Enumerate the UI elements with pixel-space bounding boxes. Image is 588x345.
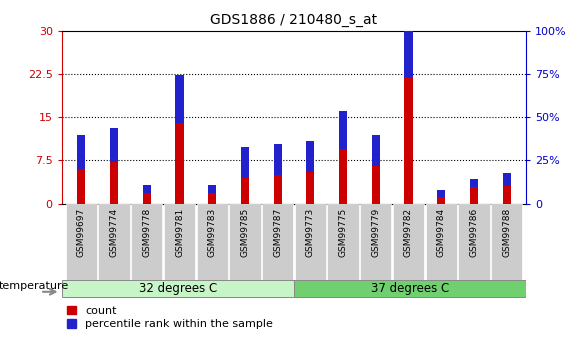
Bar [208, 185, 216, 193]
FancyBboxPatch shape [393, 204, 424, 285]
Bar [175, 123, 183, 204]
Bar [372, 135, 380, 166]
Text: GSM99787: GSM99787 [273, 208, 282, 257]
Title: GDS1886 / 210480_s_at: GDS1886 / 210480_s_at [211, 13, 377, 27]
FancyBboxPatch shape [164, 204, 195, 285]
FancyBboxPatch shape [491, 204, 522, 285]
Text: GSM99778: GSM99778 [142, 208, 151, 257]
Text: GSM99773: GSM99773 [306, 208, 315, 257]
Bar [77, 169, 85, 204]
Text: GSM99779: GSM99779 [371, 208, 380, 257]
Text: GSM99785: GSM99785 [240, 208, 249, 257]
Text: GSM99783: GSM99783 [208, 208, 217, 257]
Bar [306, 172, 315, 204]
Legend: count, percentile rank within the sample: count, percentile rank within the sample [67, 306, 273, 329]
Text: GSM99775: GSM99775 [339, 208, 348, 257]
FancyBboxPatch shape [295, 280, 526, 297]
FancyBboxPatch shape [62, 280, 294, 297]
Text: GSM99781: GSM99781 [175, 208, 184, 257]
FancyBboxPatch shape [426, 204, 457, 285]
Bar [437, 190, 445, 197]
Text: GSM99788: GSM99788 [502, 208, 511, 257]
Bar [241, 178, 249, 204]
Bar [405, 25, 413, 77]
Bar [339, 111, 347, 149]
Bar [110, 162, 118, 204]
Bar [143, 193, 151, 204]
Text: 32 degrees C: 32 degrees C [139, 282, 217, 295]
Bar [208, 193, 216, 204]
Bar [143, 185, 151, 193]
Bar [175, 75, 183, 123]
Bar [470, 179, 478, 187]
Text: 37 degrees C: 37 degrees C [371, 282, 449, 295]
FancyBboxPatch shape [196, 204, 228, 285]
Text: GSM99784: GSM99784 [437, 208, 446, 257]
Bar [437, 197, 445, 204]
Bar [273, 144, 282, 175]
FancyBboxPatch shape [262, 204, 293, 285]
FancyBboxPatch shape [229, 204, 260, 285]
FancyBboxPatch shape [360, 204, 392, 285]
Bar [405, 77, 413, 204]
Text: GSM99774: GSM99774 [109, 208, 119, 257]
Text: GSM99782: GSM99782 [404, 208, 413, 257]
FancyBboxPatch shape [458, 204, 490, 285]
Bar [503, 172, 511, 186]
Bar [273, 175, 282, 204]
Bar [110, 128, 118, 162]
Bar [77, 135, 85, 169]
Bar [306, 141, 315, 172]
Bar [339, 149, 347, 204]
FancyBboxPatch shape [295, 204, 326, 285]
Bar [372, 166, 380, 204]
Bar [503, 186, 511, 204]
Text: GSM99697: GSM99697 [77, 208, 86, 257]
FancyBboxPatch shape [98, 204, 130, 285]
Bar [470, 187, 478, 204]
FancyBboxPatch shape [66, 204, 97, 285]
FancyBboxPatch shape [131, 204, 162, 285]
Text: GSM99786: GSM99786 [469, 208, 479, 257]
FancyBboxPatch shape [328, 204, 359, 285]
Text: temperature: temperature [0, 281, 69, 291]
Bar [241, 147, 249, 178]
